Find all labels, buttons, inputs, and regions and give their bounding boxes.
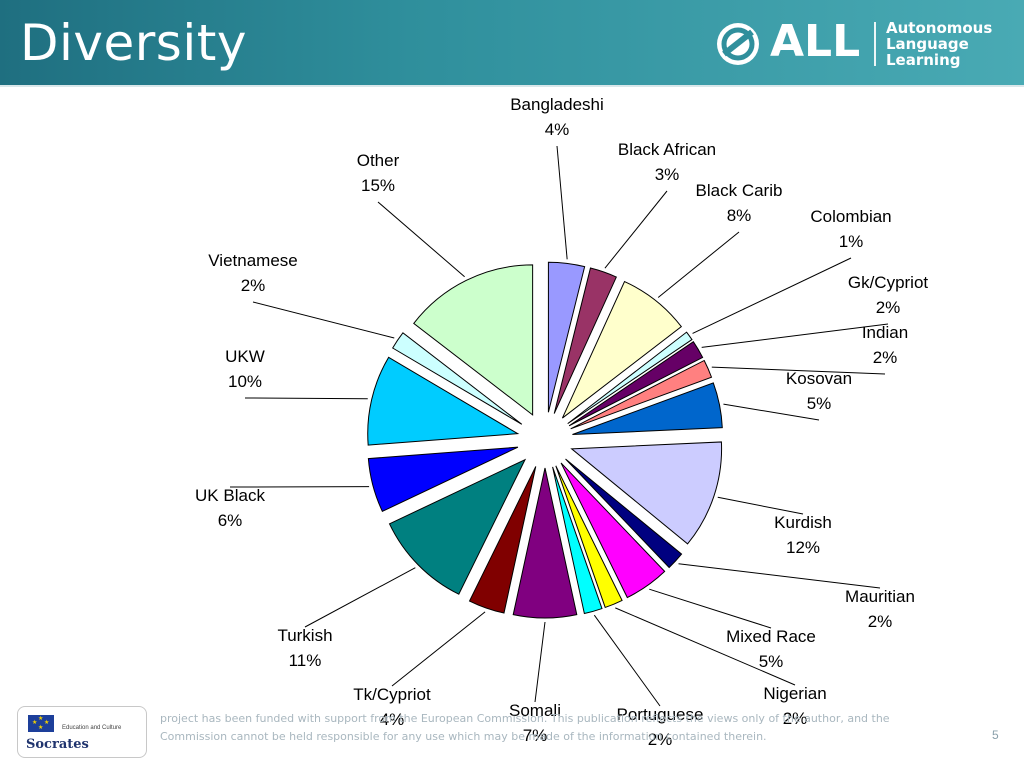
- pie-slice-colombian: [567, 331, 693, 425]
- leader-line: [252, 301, 395, 339]
- slice-label: UK Black: [195, 486, 265, 505]
- leader-line: [604, 190, 668, 269]
- pie-slice-somali: [512, 467, 578, 619]
- page-number: 5: [992, 728, 999, 742]
- pie-slice-portuguese: [552, 466, 603, 615]
- slice-percent-label: 2%: [876, 298, 901, 317]
- slice-label: Bangladeshi: [510, 95, 604, 114]
- leader-line: [377, 201, 465, 278]
- pie-slice-vietnamese: [391, 332, 523, 425]
- pie-slice-kurdish: [570, 441, 723, 545]
- leader-line: [692, 257, 852, 334]
- slice-percent-label: 1%: [839, 232, 864, 251]
- slice-percent-label: 10%: [228, 372, 262, 391]
- leader-line: [593, 614, 661, 707]
- slice-percent-label: 2%: [868, 612, 893, 631]
- logo-divider: [874, 22, 876, 66]
- pie-slice-black-african: [553, 267, 618, 414]
- leader-line: [556, 145, 568, 260]
- leader-line: [678, 563, 881, 589]
- logo-subtitle-line-3: Learning: [886, 51, 961, 69]
- logo-text: ALL: [770, 16, 861, 67]
- pie-slice-kosovan: [572, 382, 723, 435]
- slice-label: Gk/Cypriot: [848, 273, 929, 292]
- slice-percent-label: 3%: [655, 165, 680, 184]
- pie-slice-black-carib: [561, 280, 682, 419]
- logo-subtitle-line-1: Autonomous: [886, 19, 993, 37]
- badge-title: Socrates: [26, 737, 89, 752]
- slice-label: Somali: [509, 701, 561, 720]
- leader-line: [304, 567, 416, 628]
- slice-percent-label: 4%: [380, 710, 405, 729]
- slide-header: Diversity ALL Autonomous Language Learni…: [0, 0, 1024, 85]
- pie-slice-bangladeshi: [547, 261, 586, 413]
- pie-slice-other: [413, 264, 534, 416]
- slice-percent-label: 2%: [241, 276, 266, 295]
- slice-label: Indian: [862, 323, 908, 342]
- slice-label: Colombian: [810, 207, 891, 226]
- slice-percent-label: 5%: [807, 394, 832, 413]
- slice-label: UKW: [225, 347, 265, 366]
- slice-percent-label: 2%: [783, 709, 808, 728]
- slice-label: Vietnamese: [208, 251, 297, 270]
- slice-percent-label: 4%: [545, 120, 570, 139]
- funding-disclaimer: project has been funded with support fro…: [160, 712, 890, 743]
- pie-slice-mauritian: [565, 458, 683, 569]
- slice-percent-label: 12%: [786, 538, 820, 557]
- leader-line: [701, 323, 889, 348]
- socrates-badge: ★ ★ ★ ★ Education and Culture Socrates: [17, 706, 147, 758]
- logo-subtitle: Autonomous Language Learning: [886, 20, 992, 68]
- slice-label: Nigerian: [763, 684, 826, 703]
- pie-slice-ukw: [367, 356, 520, 446]
- leader-line: [391, 611, 486, 687]
- pie-slice-turkish: [388, 458, 527, 595]
- logo-mark-icon: [717, 23, 759, 65]
- leader-line: [657, 231, 740, 298]
- slice-percent-label: 11%: [289, 651, 322, 670]
- leader-line: [244, 397, 368, 400]
- leader-line: [615, 607, 796, 686]
- slice-percent-label: 6%: [218, 511, 243, 530]
- slice-label: Tk/Cypriot: [353, 685, 431, 704]
- slide-title: Diversity: [20, 14, 247, 72]
- badge-subtitle: Education and Culture: [62, 725, 122, 731]
- slice-label: Other: [357, 151, 400, 170]
- header-divider: [0, 85, 1024, 87]
- slice-label: Black African: [618, 140, 716, 159]
- slice-label: Portuguese: [617, 705, 704, 724]
- slice-label: Kosovan: [786, 369, 852, 388]
- leader-line: [717, 496, 804, 515]
- leader-line: [649, 588, 772, 629]
- slice-percent-label: 15%: [361, 176, 395, 195]
- slice-label: Black Carib: [696, 181, 783, 200]
- slice-label: Turkish: [277, 626, 332, 645]
- pie-slice-tk-cypriot: [468, 466, 537, 614]
- pie-slice-gk-cypriot: [568, 341, 704, 427]
- slice-percent-label: 2%: [648, 730, 673, 749]
- leader-line: [534, 621, 546, 703]
- leader-line: [723, 403, 820, 421]
- eu-flag-icon: ★ ★ ★ ★: [28, 715, 54, 732]
- pie-slice-nigerian: [555, 465, 623, 609]
- pie-slice-uk-black: [367, 446, 519, 513]
- slice-label: Mixed Race: [726, 627, 816, 646]
- slice-percent-label: 8%: [727, 206, 752, 225]
- slice-percent-label: 7%: [523, 726, 548, 745]
- slice-label: Kurdish: [774, 513, 832, 532]
- leader-line: [711, 366, 886, 375]
- pie-slice-indian: [570, 359, 713, 430]
- slice-label: Mauritian: [845, 587, 915, 606]
- logo-subtitle-line-2: Language: [886, 35, 969, 53]
- pie-slice-mixed-race: [560, 462, 666, 599]
- slice-percent-label: 5%: [759, 652, 784, 671]
- slice-percent-label: 2%: [873, 348, 898, 367]
